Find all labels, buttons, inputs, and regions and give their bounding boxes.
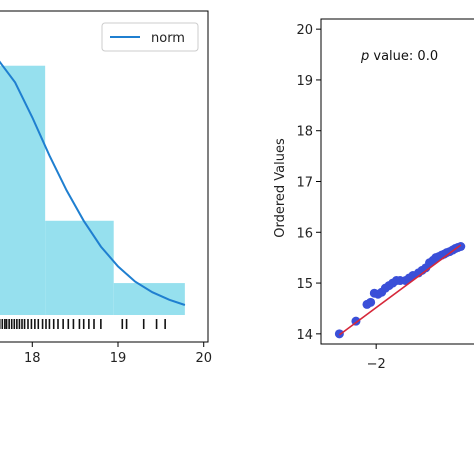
histogram-axes-frame (0, 10, 209, 343)
histogram-bar-1 (45, 220, 114, 315)
norm-fit-curve (0, 60, 186, 306)
probplot-point-29 (456, 242, 466, 251)
p-value-text: value: 0.0 (369, 49, 438, 64)
probplot-axes-frame (320, 18, 474, 345)
histogram-panel: 18 19 20 norm (0, 10, 212, 366)
probplot-point-3 (366, 297, 376, 307)
rug-marks (0, 319, 166, 329)
probplot-ylabel: Ordered Values (273, 138, 288, 238)
legend-box (101, 22, 199, 52)
probplot-y-tick-label-5: 19 (296, 74, 313, 89)
histogram-bar-0 (0, 65, 46, 315)
probplot-y-tick-label-2: 16 (296, 226, 313, 241)
histogram-x-tick-label-1: 19 (110, 351, 127, 366)
histogram-bar-2 (113, 283, 185, 315)
probplot-fit-line (338, 244, 462, 336)
probplot-y-tick-label-3: 17 (296, 176, 313, 191)
histogram-legend: norm (101, 22, 199, 52)
probplot-y-tick-label-6: 20 (296, 23, 313, 38)
probplot-points (334, 242, 466, 339)
histogram-bars (0, 65, 185, 315)
probplot-y-tick-label-4: 18 (296, 125, 313, 140)
probplot-panel: Ordered Values 14 15 16 17 18 19 20 −2 p value… (273, 18, 474, 372)
legend-label-norm: norm (151, 31, 185, 46)
probplot-x-tick-label-0: −2 (367, 357, 386, 372)
histogram-x-tick-label-0: 18 (24, 351, 41, 366)
histogram-x-tick-label-2: 20 (195, 351, 212, 366)
probplot-point-0 (334, 329, 344, 339)
p-value-annotation: p value: 0.0 (360, 49, 438, 64)
probplot-y-tick-label-0: 14 (296, 328, 313, 343)
p-value-italic: p (360, 49, 369, 64)
probplot-y-tick-label-1: 15 (296, 277, 313, 292)
histogram-x-ticks: 18 19 20 (24, 342, 212, 366)
probplot-y-ticks: 14 15 16 17 18 19 20 (296, 23, 321, 343)
probplot-x-ticks: −2 (367, 344, 386, 372)
